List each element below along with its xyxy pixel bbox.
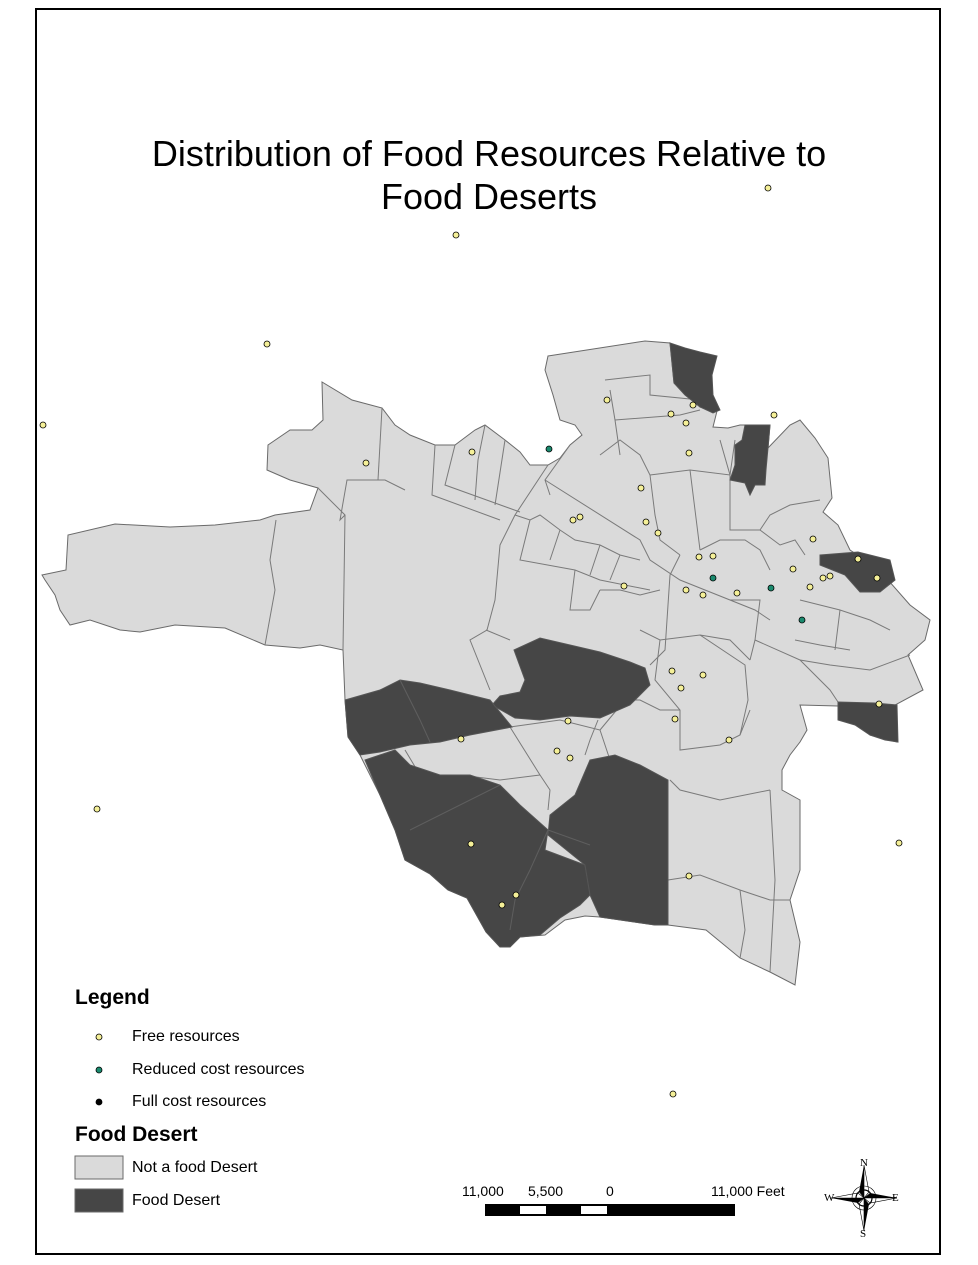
scale-label-2: 0 [606, 1183, 614, 1199]
resource-points [39, 184, 903, 1098]
legend-free-symbol [95, 1033, 103, 1041]
free-resource-point [668, 667, 676, 675]
free-resource-point [263, 340, 271, 348]
free-resource-point [669, 1090, 677, 1098]
free-resource-point [733, 589, 741, 597]
free-resource-point [603, 396, 611, 404]
free-resource-point [826, 572, 834, 580]
free-resource-point [620, 582, 628, 590]
free-resource-point [498, 901, 506, 909]
free-resource-point [553, 747, 561, 755]
food-desert-heading: Food Desert [75, 1123, 198, 1146]
free-resource-point [512, 891, 520, 899]
scale-bar [485, 1204, 735, 1216]
free-resource-point [770, 411, 778, 419]
free-resource-point [452, 231, 460, 239]
food-desert-central [491, 637, 651, 721]
free-resource-point [637, 484, 645, 492]
legend-reduced-label: Reduced cost resources [132, 1061, 305, 1078]
free-resource-point [467, 840, 475, 848]
free-resource-point [362, 459, 370, 467]
legend-reduced-symbol [95, 1066, 103, 1074]
legend-not-desert-swatch [74, 1155, 124, 1180]
free-resource-point [695, 553, 703, 561]
food-desert-east-1 [819, 551, 896, 593]
food-desert-south [547, 754, 669, 926]
legend-desert-swatch [74, 1188, 124, 1213]
legend-full-label: Full cost resources [132, 1093, 267, 1110]
free-resource-point [682, 419, 690, 427]
free-resource-point [93, 805, 101, 813]
north-arrow-icon [830, 1164, 898, 1232]
scale-label-0: 11,000 [462, 1183, 504, 1199]
interior-desert-lines [399, 679, 591, 931]
reduced-resource-point [709, 574, 717, 582]
free-resource-point [806, 583, 814, 591]
free-resource-point [819, 574, 827, 582]
legend-desert-label: Food Desert [132, 1192, 221, 1209]
legend-heading: Legend [75, 986, 150, 1009]
free-resource-point [677, 684, 685, 692]
map-frame [35, 8, 941, 1255]
scale-label-3: 11,000 Feet [711, 1183, 785, 1199]
legend-not-desert-label: Not a food Desert [132, 1159, 258, 1176]
free-resource-point [699, 591, 707, 599]
south-label: S [860, 1228, 867, 1240]
food-desert-north-2 [729, 424, 771, 497]
food-desert-south-west [364, 749, 591, 948]
west-label: W [824, 1192, 835, 1204]
free-resource-point [764, 184, 772, 192]
north-label: N [860, 1157, 868, 1169]
reduced-resource-point [798, 616, 806, 624]
free-resource-point [709, 552, 717, 560]
food-desert-west [344, 679, 513, 756]
free-resource-point [689, 401, 697, 409]
east-label: E [892, 1192, 899, 1204]
free-resource-point [654, 529, 662, 537]
food-desert-north-1 [669, 342, 721, 414]
free-resource-point [873, 574, 881, 582]
free-resource-point [682, 586, 690, 594]
free-resource-point [39, 421, 47, 429]
scale-label-1: 5,500 [528, 1183, 564, 1199]
free-resource-point [699, 671, 707, 679]
reduced-resource-point [767, 584, 775, 592]
free-resource-point [895, 839, 903, 847]
food-desert-east-2 [837, 701, 899, 743]
free-resource-point [642, 518, 650, 526]
free-resource-point [725, 736, 733, 744]
free-resource-point [468, 448, 476, 456]
free-resource-point [789, 565, 797, 573]
legend-free-label: Free resources [132, 1028, 240, 1045]
reduced-resource-point [545, 445, 553, 453]
free-resource-point [566, 754, 574, 762]
free-resource-point [875, 700, 883, 708]
free-resource-point [854, 555, 862, 563]
free-resource-point [809, 535, 817, 543]
free-resource-point [564, 717, 572, 725]
free-resource-point [671, 715, 679, 723]
legend-symbols [74, 1033, 124, 1213]
free-resource-point [569, 516, 577, 524]
free-resource-point [685, 872, 693, 880]
free-resource-point [667, 410, 675, 418]
map-title-line-1: Distribution of Food Resources Relative … [151, 133, 827, 174]
legend-full-symbol [95, 1098, 103, 1106]
free-resource-point [576, 513, 584, 521]
food-desert-regions [344, 342, 899, 948]
free-resource-point [685, 449, 693, 457]
free-resource-point [457, 735, 465, 743]
map-title-line-2: Food Deserts [380, 176, 598, 217]
